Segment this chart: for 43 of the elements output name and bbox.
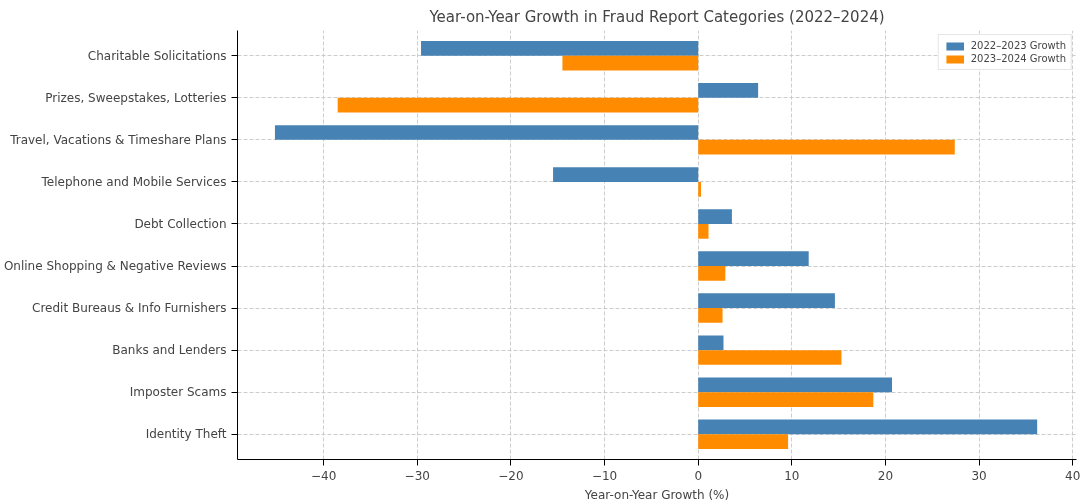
bar <box>698 350 842 365</box>
bar <box>698 83 759 98</box>
bar <box>698 308 723 323</box>
x-tick-label: −40 <box>310 468 337 483</box>
bar <box>698 293 835 309</box>
bar <box>698 266 726 281</box>
legend-label: 2023–2024 Growth <box>970 53 1066 64</box>
bar <box>698 139 955 155</box>
y-tick-label: Online Shopping & Negative Reviews <box>3 259 227 274</box>
y-tick-label: Credit Bureaus & Info Furnishers <box>32 301 227 316</box>
bar <box>553 167 699 182</box>
x-tick-label: 10 <box>784 468 800 483</box>
x-tick-label: 20 <box>877 468 894 483</box>
bar <box>698 335 724 351</box>
bar <box>274 125 699 140</box>
bar <box>698 209 732 224</box>
x-axis-title: Year-on-Year Growth (%) <box>583 487 730 502</box>
x-tick-label: −10 <box>591 468 618 483</box>
bar <box>698 377 893 393</box>
y-tick-label: Debt Collection <box>134 216 227 231</box>
bar <box>337 97 699 113</box>
y-tick-label: Telephone and Mobile Services <box>40 174 227 189</box>
x-tick-label: 0 <box>694 468 703 483</box>
chart-title: Year-on-Year Growth in Fraud Report Categories (2022–2024) <box>428 7 885 26</box>
x-tick-label: 40 <box>1065 468 1081 483</box>
y-tick-label: Prizes, Sweepstakes, Lotteries <box>45 90 227 105</box>
bar <box>562 55 699 71</box>
bar <box>698 434 789 449</box>
bar <box>698 392 874 407</box>
bar <box>698 251 809 267</box>
x-tick-label: −20 <box>498 468 524 483</box>
bar <box>698 181 702 197</box>
y-tick-label: Travel, Vacations & Timeshare Plans <box>9 132 227 147</box>
y-tick-label: Banks and Lenders <box>112 343 227 358</box>
bar <box>698 419 1038 435</box>
x-tick-label: 30 <box>971 468 987 483</box>
legend-label: 2022–2023 Growth <box>970 40 1066 51</box>
bar <box>421 41 699 56</box>
bar <box>698 223 709 239</box>
y-tick-label: Identity Theft <box>145 427 227 442</box>
x-tick-label: −30 <box>404 468 430 483</box>
y-tick-label: Imposter Scams <box>129 385 227 400</box>
y-tick-label: Charitable Solicitations <box>87 48 227 63</box>
